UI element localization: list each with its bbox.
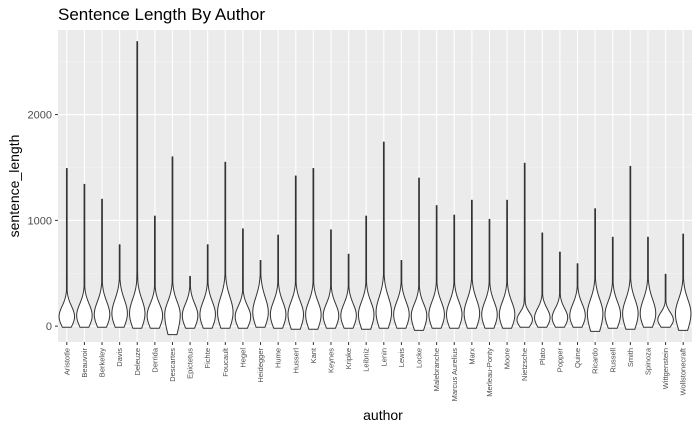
violin-berkeley	[93, 198, 111, 328]
violin-locke	[410, 177, 428, 331]
x-tick-label: Kripke	[344, 348, 353, 369]
violin-spinoza	[639, 236, 657, 328]
violin-epictetus	[181, 275, 199, 329]
x-tick-label: Husserl	[291, 348, 300, 374]
violin-aristotle	[58, 168, 76, 328]
violin-marcus-aurelius	[446, 214, 463, 329]
x-tick-label: Plato	[538, 348, 547, 365]
violin-lewis	[393, 260, 410, 329]
x-tick-label: Marcus Aurelius	[450, 348, 459, 402]
x-tick-label: Descartes	[168, 348, 177, 382]
violin-descartes	[164, 156, 181, 336]
x-tick-label: Popper	[555, 348, 564, 373]
violin-merleau-ponty	[481, 218, 498, 329]
x-tick-label: Epictetus	[186, 348, 195, 379]
violin-popper	[551, 251, 569, 328]
x-tick-label: Foucault	[221, 347, 230, 377]
violin-hume	[269, 234, 287, 329]
violin-quine	[569, 263, 586, 328]
x-tick-label: Ricardo	[591, 348, 600, 374]
violin-wittgenstein	[657, 273, 674, 328]
x-tick-label: Derrida	[150, 347, 159, 372]
x-tick-label: Wollstonecraft	[679, 347, 688, 395]
y-tick-label: 0	[46, 321, 52, 333]
y-axis: 0 1000 2000	[28, 110, 58, 333]
violin-nietzsche	[516, 162, 533, 328]
chart-title: Sentence Length By Author	[58, 5, 265, 24]
x-tick-label: Quine	[573, 348, 582, 368]
x-tick-label: Aristotle	[62, 348, 71, 375]
violin-leibniz	[357, 215, 375, 330]
y-tick-label: 2000	[28, 110, 52, 122]
violin-lenin	[375, 141, 393, 329]
violin-russell	[604, 236, 621, 329]
x-tick-label: Moore	[503, 348, 512, 369]
violin-keynes	[322, 229, 340, 329]
x-tick-label: Russell	[608, 348, 617, 373]
violin-malebranche	[428, 205, 445, 329]
x-tick-label: Hegel	[238, 348, 247, 368]
violin-kant	[305, 168, 322, 330]
y-axis-title: sentence_length	[6, 135, 22, 238]
x-tick-label: Beauvoir	[80, 348, 89, 378]
y-tick-label: 1000	[28, 215, 52, 227]
x-tick-label: Kant	[309, 347, 318, 363]
violin-smith	[622, 165, 639, 330]
x-tick-label: Keynes	[326, 348, 335, 373]
violin-layer	[58, 41, 692, 336]
x-tick-label: Marx	[467, 348, 476, 365]
violin-hegel	[234, 228, 252, 329]
x-tick-label: Lenin	[379, 348, 388, 366]
violin-wollstonecraft	[674, 233, 692, 331]
x-tick-label: Locke	[415, 348, 424, 368]
violin-deleuze	[129, 41, 146, 329]
x-tick-label: Davis	[115, 348, 124, 367]
violin-derrida	[146, 215, 164, 329]
x-tick-label: Spinoza	[643, 347, 652, 375]
x-axis-title: author	[363, 407, 403, 423]
violin-plato	[534, 232, 551, 328]
violin-beauvoir	[76, 183, 93, 328]
x-tick-label: Fichte	[203, 348, 212, 368]
x-tick-label: Malebranche	[432, 348, 441, 391]
x-tick-label: Wittgenstein	[661, 348, 670, 389]
violin-husserl	[287, 175, 304, 330]
violin-moore	[498, 199, 516, 329]
x-tick-label: Berkeley	[98, 348, 107, 377]
x-tick-label: Hume	[274, 348, 283, 368]
x-tick-label: Deleuze	[133, 348, 142, 376]
x-tick-label: Nietzsche	[520, 348, 529, 381]
x-axis: Aristotle Beauvoir Berkeley Davis Deleuze Der…	[62, 342, 688, 402]
violin-fichte	[199, 244, 216, 329]
violin-kripke	[340, 253, 357, 329]
violin-heidegger	[252, 260, 269, 328]
x-tick-label: Merleau-Ponty	[485, 348, 494, 397]
violin-marx	[463, 199, 481, 329]
plot-panel	[58, 30, 692, 342]
x-tick-label: Smith	[626, 348, 635, 367]
violin-davis	[111, 244, 128, 328]
violin-ricardo	[586, 208, 604, 332]
x-tick-label: Lewis	[397, 348, 406, 367]
x-tick-label: Heidegger	[256, 348, 265, 383]
x-tick-label: Leibniz	[362, 348, 371, 372]
violin-foucault	[217, 161, 234, 329]
